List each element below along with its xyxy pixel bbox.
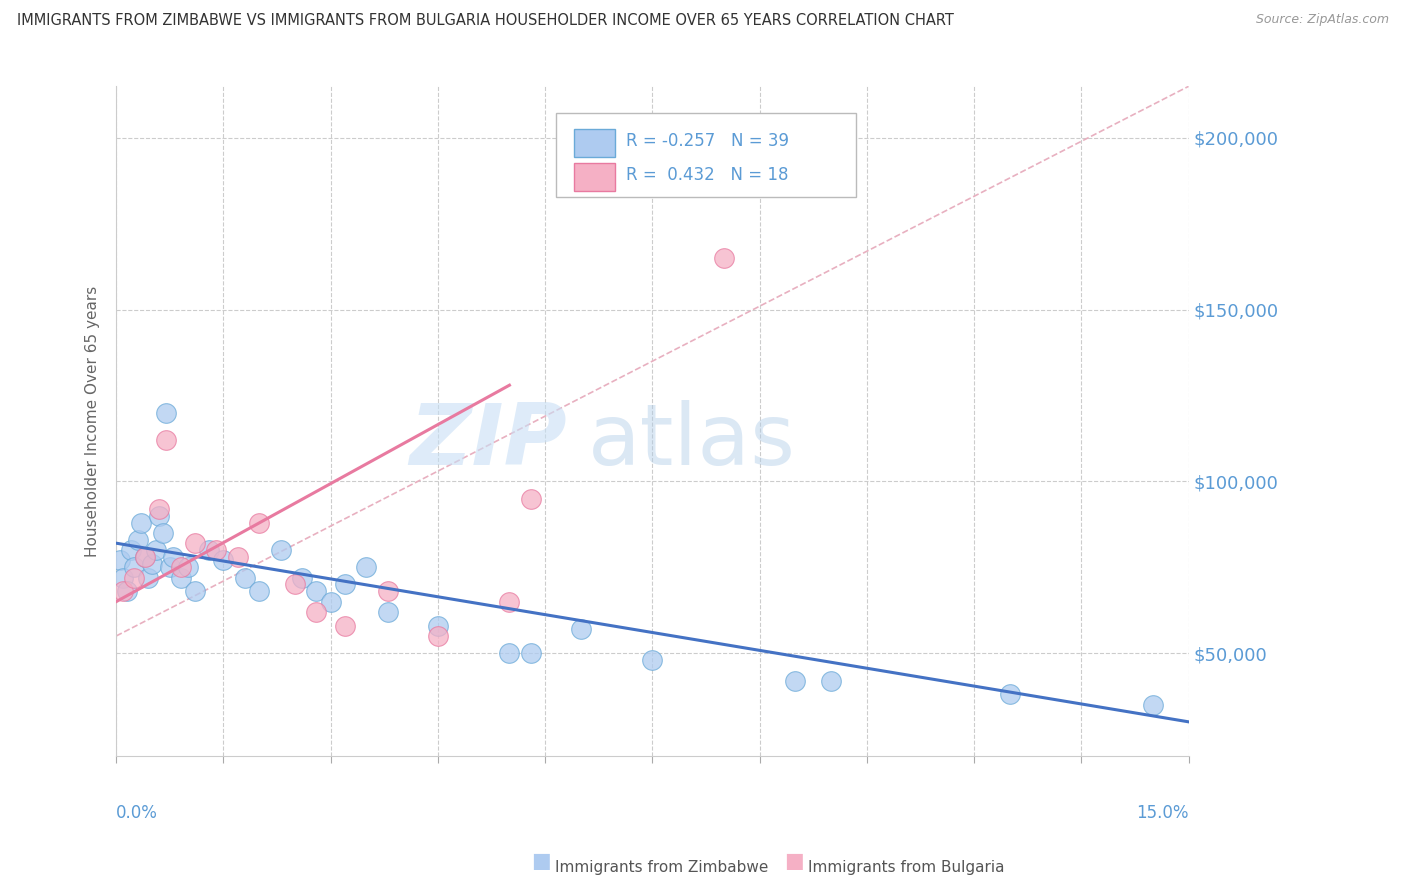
FancyBboxPatch shape (574, 162, 614, 191)
FancyBboxPatch shape (574, 128, 614, 157)
Point (169, 570, 191, 584)
Point (333, 618, 356, 632)
Point (284, 577, 307, 591)
Point (1142, 698, 1164, 712)
Text: R = -0.257   N = 39: R = -0.257 N = 39 (626, 132, 789, 151)
Point (152, 525, 174, 540)
Point (198, 543, 221, 558)
Point (205, 543, 228, 558)
Text: atlas: atlas (588, 400, 796, 483)
Point (569, 622, 592, 636)
Point (319, 594, 342, 608)
Point (108, 553, 131, 567)
Text: IMMIGRANTS FROM ZIMBABWE VS IMMIGRANTS FROM BULGARIA HOUSEHOLDER INCOME OVER 65 : IMMIGRANTS FROM ZIMBABWE VS IMMIGRANTS F… (17, 13, 953, 29)
Point (426, 618, 449, 632)
Text: Source: ZipAtlas.com: Source: ZipAtlas.com (1256, 13, 1389, 27)
Point (134, 549, 156, 564)
Point (145, 543, 167, 558)
Point (122, 560, 145, 574)
Point (998, 687, 1021, 701)
Point (122, 570, 145, 584)
Point (115, 584, 138, 599)
Point (356, 560, 378, 574)
Point (520, 491, 543, 506)
Point (426, 629, 449, 643)
FancyBboxPatch shape (555, 113, 856, 197)
Point (169, 560, 191, 574)
Point (305, 605, 328, 619)
Point (184, 536, 207, 550)
Text: 15.0%: 15.0% (1136, 805, 1188, 822)
Point (141, 557, 163, 571)
Point (641, 653, 664, 667)
Point (233, 570, 256, 584)
Point (377, 584, 399, 599)
Point (127, 533, 149, 547)
Point (138, 570, 160, 584)
Point (112, 584, 135, 599)
Text: Immigrants from Zimbabwe: Immigrants from Zimbabwe (555, 860, 769, 874)
Point (134, 549, 156, 564)
Point (155, 433, 177, 447)
Point (162, 549, 184, 564)
Text: 0.0%: 0.0% (117, 805, 157, 822)
Point (177, 560, 200, 574)
Point (148, 508, 170, 523)
Point (498, 594, 520, 608)
Point (305, 584, 328, 599)
Point (247, 584, 270, 599)
Point (247, 516, 270, 530)
Point (226, 549, 249, 564)
Point (155, 406, 177, 420)
Point (270, 543, 292, 558)
Point (159, 560, 181, 574)
Point (820, 673, 842, 688)
Point (291, 570, 314, 584)
Text: R =  0.432   N = 18: R = 0.432 N = 18 (626, 166, 789, 185)
Point (184, 584, 207, 599)
Text: ■: ■ (531, 851, 551, 871)
Point (129, 516, 152, 530)
Point (120, 543, 142, 558)
Point (498, 646, 520, 660)
Point (785, 673, 807, 688)
Point (333, 577, 356, 591)
Point (520, 646, 543, 660)
Text: Immigrants from Bulgaria: Immigrants from Bulgaria (808, 860, 1005, 874)
Point (212, 553, 235, 567)
Y-axis label: Householder Income Over 65 years: Householder Income Over 65 years (86, 285, 100, 557)
Point (148, 501, 170, 516)
Point (377, 605, 399, 619)
Text: ZIP: ZIP (409, 400, 567, 483)
Point (713, 251, 735, 265)
Point (112, 570, 135, 584)
Text: ■: ■ (785, 851, 804, 871)
